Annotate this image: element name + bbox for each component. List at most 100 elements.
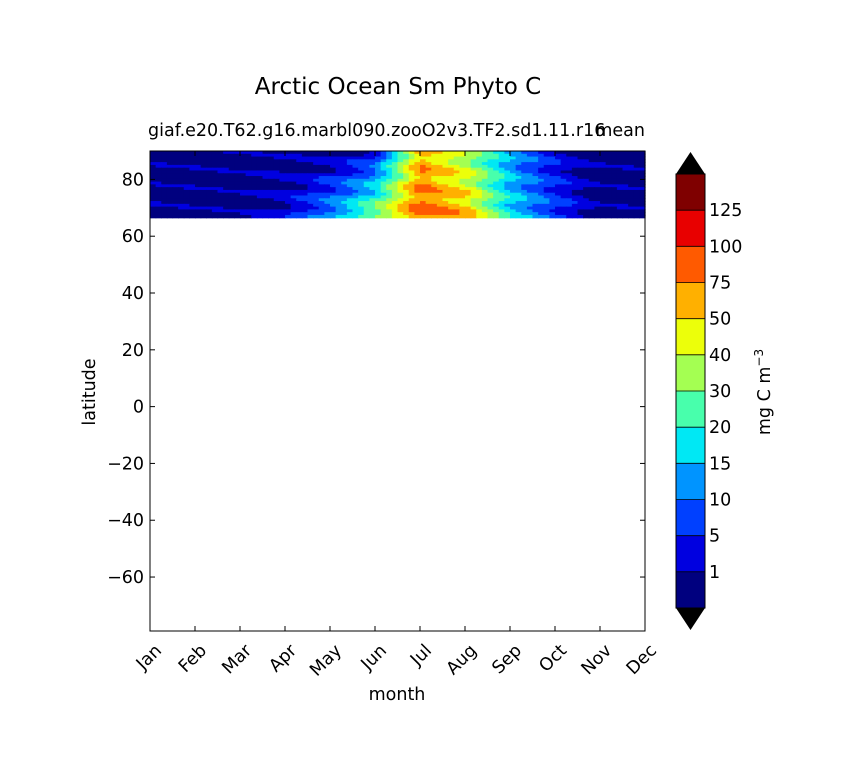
heatmap-cell — [436, 214, 444, 219]
heatmap-cell — [217, 181, 224, 185]
heatmap-cell — [521, 173, 528, 177]
heatmap-cell — [178, 167, 185, 172]
heatmap-cell — [346, 151, 354, 155]
heatmap-cell — [555, 178, 562, 183]
heatmap-cell — [290, 176, 297, 180]
heatmap-cell — [622, 170, 629, 174]
colorbar-swatch — [676, 354, 705, 392]
heatmap-cell — [296, 159, 303, 163]
heatmap-cell — [262, 209, 269, 213]
heatmap-cell — [273, 189, 280, 194]
heatmap-cell — [256, 151, 264, 155]
heatmap-cell — [538, 195, 545, 199]
heatmap-cell — [206, 178, 213, 183]
heatmap-cell — [560, 195, 567, 199]
heatmap-cell — [166, 206, 174, 210]
heatmap-cell — [301, 170, 309, 174]
x-axis-label: month — [369, 685, 426, 705]
heatmap-cell — [436, 187, 444, 191]
heatmap-cell — [318, 195, 325, 199]
heatmap-cell — [234, 212, 241, 216]
heatmap-cell — [465, 184, 472, 188]
heatmap-cell — [346, 201, 354, 205]
heatmap-cell — [442, 156, 449, 160]
heatmap-cell — [639, 178, 646, 183]
heatmap-cell — [442, 198, 449, 202]
heatmap-cell — [251, 184, 258, 188]
heatmap-cell — [403, 209, 410, 213]
heatmap-cell — [240, 170, 247, 174]
heatmap-cell — [313, 156, 320, 160]
heatmap-cell — [256, 178, 264, 183]
heatmap-cell — [448, 189, 455, 194]
heatmap-cell — [622, 214, 629, 219]
heatmap-cell — [150, 192, 157, 197]
heatmap-cell — [504, 209, 511, 213]
heatmap-cell — [206, 167, 213, 172]
heatmap-cell — [442, 189, 449, 194]
heatmap-cell — [375, 201, 382, 205]
heatmap-cell — [560, 212, 567, 216]
heatmap-cell — [611, 187, 618, 191]
heatmap-cell — [414, 184, 421, 188]
heatmap-cell — [566, 212, 573, 216]
heatmap-cell — [301, 159, 309, 163]
heatmap-cell — [341, 170, 348, 174]
heatmap-cell — [155, 162, 162, 166]
heatmap-cell — [324, 184, 331, 188]
heatmap-cell — [150, 164, 157, 169]
heatmap-cell — [166, 170, 174, 174]
heatmap-cell — [611, 167, 618, 172]
heatmap-cell — [172, 198, 179, 202]
heatmap-cell — [532, 156, 539, 160]
heatmap-cell — [431, 156, 438, 160]
heatmap-cell — [526, 189, 534, 194]
heatmap-cell — [335, 159, 342, 163]
heatmap-cell — [279, 184, 286, 188]
heatmap-cell — [633, 209, 640, 213]
heatmap-cell — [178, 151, 185, 155]
heatmap-cell — [245, 156, 252, 160]
heatmap-cell — [453, 162, 460, 166]
heatmap-cell — [268, 167, 275, 172]
heatmap-cell — [628, 156, 635, 160]
colorbar-swatch — [676, 282, 705, 319]
heatmap-cell — [155, 173, 162, 177]
heatmap-cell — [251, 164, 258, 169]
heatmap-cell — [633, 170, 640, 174]
heatmap-cell — [616, 184, 624, 188]
heatmap-cell — [318, 214, 325, 219]
heatmap-cell — [195, 209, 202, 213]
heatmap-cell — [588, 184, 595, 188]
heatmap-cell — [358, 198, 365, 202]
heatmap-cell — [521, 195, 528, 199]
heatmap-cell — [279, 203, 286, 208]
colorbar-tick-label: 125 — [709, 201, 742, 221]
heatmap-cell — [178, 206, 185, 210]
heatmap-cell — [178, 153, 185, 158]
heatmap-cell — [481, 195, 489, 199]
heatmap-cell — [161, 212, 168, 216]
heatmap-cell — [256, 201, 264, 205]
heatmap-cell — [206, 156, 213, 160]
heatmap-cell — [150, 214, 157, 219]
heatmap-cell — [178, 209, 185, 213]
heatmap-cell — [510, 167, 517, 172]
heatmap-cell — [538, 187, 545, 191]
heatmap-cell — [498, 170, 505, 174]
heatmap-cell — [285, 167, 292, 172]
heatmap-cell — [346, 206, 354, 210]
heatmap-cell — [285, 151, 292, 155]
heatmap-cell — [605, 181, 612, 185]
heatmap-cell — [262, 214, 269, 219]
heatmap-cell — [605, 184, 612, 188]
heatmap-cell — [251, 187, 258, 191]
heatmap-cell — [639, 192, 646, 197]
heatmap-cell — [335, 181, 342, 185]
heatmap-cell — [555, 189, 562, 194]
heatmap-cell — [594, 206, 601, 210]
heatmap-cell — [211, 156, 219, 160]
heatmap-cell — [290, 159, 297, 163]
heatmap-cell — [583, 206, 590, 210]
heatmap-cell — [611, 170, 618, 174]
